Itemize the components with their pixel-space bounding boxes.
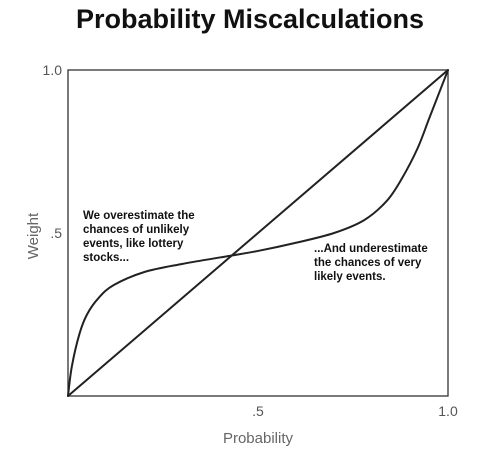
x-tick-label: 1.0 <box>438 403 458 419</box>
x-axis-label: Probability <box>223 430 294 447</box>
annotation-underestimate: ...And underestimate the chances of very… <box>314 243 431 283</box>
chart-title: Probability Miscalculations <box>75 4 425 34</box>
y-axis-label: Weight <box>25 212 42 259</box>
annotation-underestimate-line-2: the chances of very <box>314 257 422 269</box>
y-tick-label: .5 <box>50 225 62 241</box>
x-tick-label: .5 <box>252 403 264 419</box>
y-tick-label: 1.0 <box>43 62 63 78</box>
annotation-overestimate-line-4: stocks... <box>83 252 129 264</box>
series-group <box>67 69 449 397</box>
annotation-overestimate-line-2: chances of unlikely <box>83 224 190 236</box>
x-axis-ticks: .5 1.0 <box>252 403 458 419</box>
annotation-underestimate-line-3: likely events. <box>314 271 386 283</box>
plot-frame <box>67 69 449 397</box>
annotation-underestimate-line-1: ...And underestimate <box>314 243 428 255</box>
y-axis-ticks: .5 1.0 <box>43 62 63 241</box>
annotation-overestimate: We overestimate the chances of unlikely … <box>83 210 198 264</box>
diagonal-reference-line <box>67 69 449 397</box>
weighting-curve-line <box>67 69 449 397</box>
annotation-overestimate-line-3: events, like lottery <box>83 238 184 250</box>
annotation-overestimate-line-1: We overestimate the <box>83 210 195 222</box>
